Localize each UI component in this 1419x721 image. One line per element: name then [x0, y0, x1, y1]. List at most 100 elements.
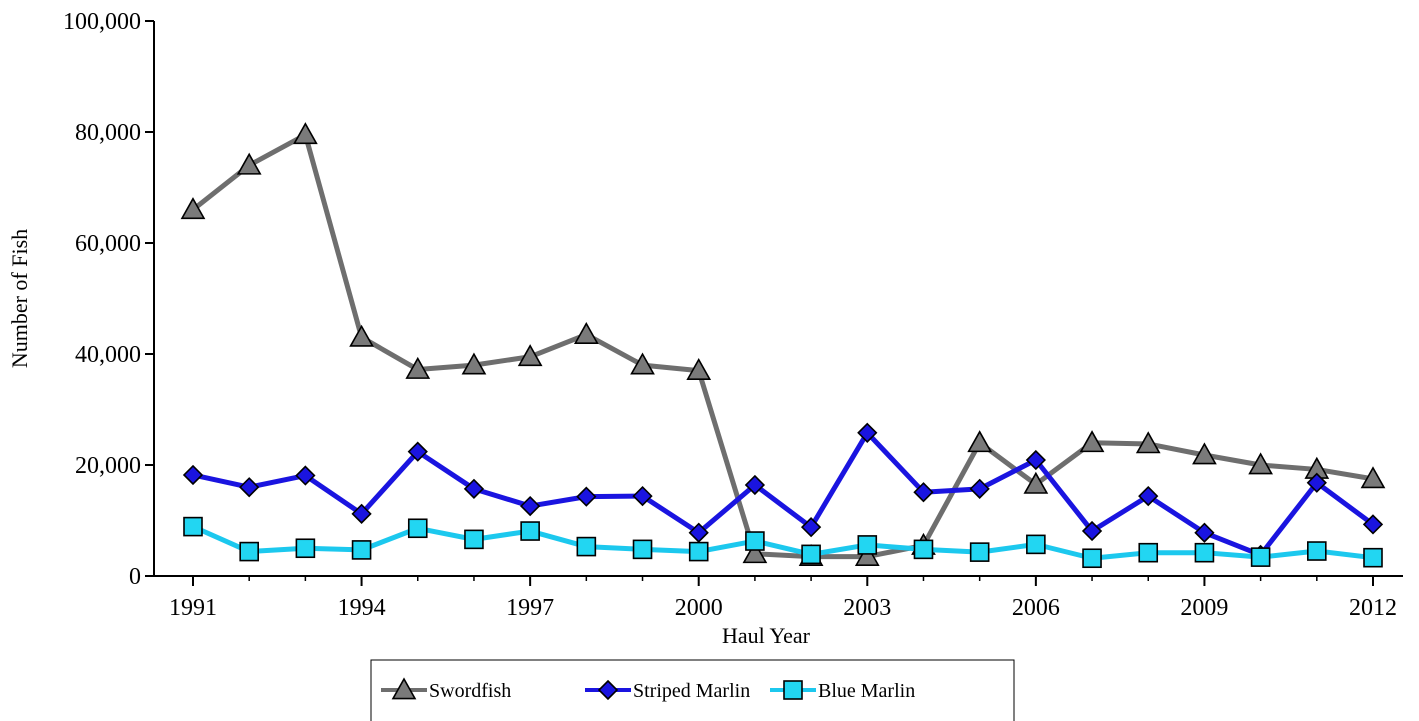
- striped-marlin-point: [688, 522, 709, 543]
- blue-marlin-point: [1363, 547, 1383, 568]
- swordfish-point: [349, 324, 374, 347]
- blue-marlin-point: [295, 538, 316, 559]
- striped-marlin-line: [192, 430, 1375, 558]
- swordfish-point: [1248, 452, 1273, 475]
- striped-marlin-point: [913, 482, 934, 503]
- swordfish-point: [293, 122, 318, 145]
- x-tick-label: 2000: [675, 595, 723, 621]
- blue-marlin-point: [520, 521, 540, 541]
- y-ticks: 0 20,000 40,000 60,000 80,000 100,000: [63, 9, 154, 590]
- x-ticks: 1991 1994 1997 2000 2003 2006 2009 2012: [169, 576, 1397, 621]
- striped-marlin-point: [857, 422, 878, 443]
- x-tick-label: 2009: [1180, 595, 1228, 621]
- x-tick-label: 2012: [1349, 595, 1397, 621]
- blue-marlin-point: [239, 541, 259, 562]
- swordfish-point: [180, 197, 206, 220]
- blue-marlin-point: [857, 535, 878, 555]
- blue-marlin-point: [632, 539, 653, 560]
- striped-marlin-point: [576, 486, 597, 507]
- legend-item-swordfish: Swordfish: [381, 677, 511, 702]
- legend-swatch-marker: [391, 677, 417, 700]
- axes: [153, 21, 1403, 577]
- blue-marlin-point: [1082, 548, 1102, 569]
- swordfish-point: [686, 358, 712, 381]
- series-layer: [180, 122, 1386, 569]
- blue-marlin-line: [191, 524, 1374, 561]
- legend-item-striped-marlin: Striped Marlin: [585, 679, 750, 702]
- striped-marlin-point: [1306, 472, 1327, 493]
- swordfish-point: [967, 430, 993, 453]
- striped-marlin-point: [1025, 449, 1046, 471]
- legend-items: Swordfish Striped Marlin Blue Marlin: [381, 677, 915, 702]
- y-tick-label: 0: [129, 564, 141, 590]
- y-tick-label: 80,000: [75, 120, 141, 146]
- striped-marlin-point: [744, 474, 766, 496]
- y-tick-label: 20,000: [75, 453, 141, 479]
- swordfish-point: [742, 541, 768, 564]
- x-axis-title: Haul Year: [722, 623, 811, 648]
- striped-marlin-point: [182, 464, 204, 486]
- blue-marlin-point: [351, 540, 372, 560]
- legend-label: Striped Marlin: [633, 680, 750, 702]
- blue-marlin-point: [745, 531, 765, 551]
- blue-marlin-point: [1194, 542, 1215, 563]
- blue-marlin-point: [576, 536, 597, 557]
- swordfish-point: [573, 321, 599, 344]
- striped-marlin-point: [407, 441, 428, 462]
- striped-marlin-point: [520, 495, 541, 517]
- swordfish-line: [191, 132, 1374, 560]
- striped-marlin-point: [239, 477, 260, 498]
- blue-marlin-point: [688, 541, 709, 562]
- swordfish-point: [1192, 442, 1217, 465]
- blue-marlin-point: [969, 542, 990, 562]
- swordfish-point: [461, 352, 487, 375]
- blue-marlin-point: [801, 544, 821, 565]
- striped-marlin-point: [632, 485, 653, 507]
- blue-marlin-point: [1138, 542, 1159, 563]
- swordfish-point: [854, 543, 880, 566]
- swordfish-point: [1079, 430, 1105, 453]
- striped-marlin-point: [969, 478, 990, 499]
- striped-marlin-point: [351, 503, 372, 524]
- legend-label: Swordfish: [429, 680, 511, 702]
- x-tick-label: 1991: [169, 595, 217, 621]
- swordfish-point: [630, 352, 655, 375]
- y-tick-label: 60,000: [75, 231, 141, 257]
- blue-marlin-point: [1026, 534, 1046, 555]
- striped-marlin-point: [1081, 520, 1103, 542]
- swordfish-point: [236, 152, 262, 175]
- legend-swatch-marker: [597, 679, 619, 701]
- striped-marlin-point: [1194, 522, 1215, 543]
- blue-marlin-point: [913, 539, 934, 560]
- striped-marlin-point: [463, 478, 485, 499]
- legend-label: Blue Marlin: [818, 680, 915, 702]
- blue-marlin-point: [1307, 541, 1327, 561]
- x-tick-label: 2006: [1012, 595, 1060, 621]
- legend-item-blue-marlin: Blue Marlin: [770, 680, 915, 702]
- y-tick-label: 40,000: [75, 342, 141, 368]
- blue-marlin-point: [1250, 547, 1271, 567]
- swordfish-point: [405, 356, 431, 379]
- swordfish-point: [517, 344, 543, 367]
- legend-box: [370, 659, 1015, 721]
- legend-swatch-marker: [783, 680, 803, 700]
- striped-marlin-point: [800, 517, 822, 538]
- series-swordfish: [180, 122, 1386, 566]
- swordfish-point: [1360, 466, 1386, 489]
- blue-marlin-point: [407, 518, 428, 539]
- swordfish-point: [1023, 471, 1049, 494]
- x-tick-label: 1997: [506, 595, 554, 621]
- striped-marlin-point: [1138, 485, 1159, 507]
- striped-marlin-point: [1362, 514, 1384, 535]
- striped-marlin-point: [295, 465, 316, 486]
- series-striped-marlin: [182, 422, 1384, 566]
- blue-marlin-point: [183, 516, 203, 537]
- y-tick-label: 100,000: [63, 9, 141, 35]
- x-tick-label: 2003: [843, 595, 891, 621]
- legend: Swordfish Striped Marlin Blue Marlin: [370, 659, 1015, 721]
- y-axis-title: Number of Fish: [7, 229, 32, 368]
- x-tick-label: 1994: [338, 595, 386, 621]
- series-blue-marlin: [183, 516, 1383, 569]
- swordfish-point: [1135, 431, 1161, 454]
